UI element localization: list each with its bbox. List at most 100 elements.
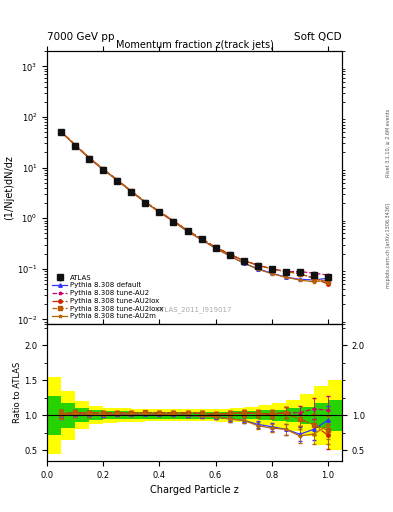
Pythia 8.308 tune-AU2 <box>283 268 288 274</box>
Y-axis label: Ratio to ATLAS: Ratio to ATLAS <box>13 362 22 423</box>
Line: Pythia 8.308 tune-AU2loxx: Pythia 8.308 tune-AU2loxx <box>59 130 330 284</box>
Pythia 8.308 default <box>73 142 77 148</box>
Pythia 8.308 tune-AU2lox <box>157 209 162 215</box>
Pythia 8.308 tune-AU2m <box>227 253 232 259</box>
Pythia 8.308 tune-AU2lox <box>171 218 176 224</box>
Pythia 8.308 default <box>241 260 246 266</box>
Pythia 8.308 tune-AU2m <box>298 277 302 283</box>
Title: Momentum fraction z(track jets): Momentum fraction z(track jets) <box>116 40 274 50</box>
Pythia 8.308 tune-AU2lox <box>312 275 316 281</box>
Pythia 8.308 tune-AU2loxx <box>101 166 106 172</box>
Pythia 8.308 tune-AU2loxx <box>325 279 330 285</box>
Text: mcplots.cern.ch [arXiv:1306.3436]: mcplots.cern.ch [arXiv:1306.3436] <box>386 203 391 288</box>
Pythia 8.308 tune-AU2 <box>157 208 162 215</box>
Pythia 8.308 tune-AU2lox <box>87 155 92 161</box>
Pythia 8.308 tune-AU2loxx <box>241 258 246 264</box>
Pythia 8.308 tune-AU2loxx <box>129 188 134 195</box>
Pythia 8.308 tune-AU2 <box>129 188 134 195</box>
Pythia 8.308 tune-AU2m <box>157 209 162 215</box>
Pythia 8.308 tune-AU2 <box>59 129 64 135</box>
Line: Pythia 8.308 tune-AU2: Pythia 8.308 tune-AU2 <box>59 130 330 277</box>
Pythia 8.308 tune-AU2m <box>59 129 64 135</box>
Pythia 8.308 default <box>129 188 134 195</box>
Pythia 8.308 tune-AU2m <box>325 277 330 283</box>
Pythia 8.308 default <box>171 219 176 225</box>
Pythia 8.308 tune-AU2loxx <box>227 251 232 257</box>
Pythia 8.308 default <box>157 209 162 215</box>
Pythia 8.308 tune-AU2lox <box>213 244 218 250</box>
Line: Pythia 8.308 default: Pythia 8.308 default <box>59 130 330 282</box>
Text: Soft QCD: Soft QCD <box>294 32 342 42</box>
Pythia 8.308 default <box>115 177 120 183</box>
Pythia 8.308 tune-AU2lox <box>185 227 190 233</box>
Pythia 8.308 default <box>143 199 148 205</box>
Pythia 8.308 tune-AU2m <box>283 274 288 281</box>
Pythia 8.308 tune-AU2m <box>269 271 274 277</box>
Pythia 8.308 default <box>325 275 330 281</box>
Line: Pythia 8.308 tune-AU2lox: Pythia 8.308 tune-AU2lox <box>59 130 330 286</box>
Pythia 8.308 tune-AU2lox <box>101 166 106 172</box>
Text: Rivet 3.1.10, ≥ 2.6M events: Rivet 3.1.10, ≥ 2.6M events <box>386 109 391 178</box>
Pythia 8.308 tune-AU2 <box>255 262 260 268</box>
Pythia 8.308 tune-AU2loxx <box>171 218 176 224</box>
Pythia 8.308 tune-AU2m <box>185 228 190 234</box>
Pythia 8.308 tune-AU2loxx <box>143 199 148 205</box>
Pythia 8.308 tune-AU2lox <box>227 251 232 257</box>
Pythia 8.308 default <box>283 274 288 281</box>
Pythia 8.308 tune-AU2 <box>171 218 176 224</box>
Pythia 8.308 tune-AU2 <box>87 155 92 161</box>
Pythia 8.308 default <box>213 245 218 251</box>
Pythia 8.308 tune-AU2loxx <box>59 129 64 135</box>
Pythia 8.308 default <box>59 129 64 135</box>
Pythia 8.308 default <box>185 228 190 234</box>
Pythia 8.308 tune-AU2 <box>298 268 302 274</box>
Pythia 8.308 tune-AU2loxx <box>213 244 218 250</box>
Pythia 8.308 tune-AU2loxx <box>255 262 260 268</box>
X-axis label: Charged Particle z: Charged Particle z <box>150 485 239 495</box>
Pythia 8.308 tune-AU2lox <box>73 142 77 148</box>
Pythia 8.308 default <box>87 155 92 161</box>
Pythia 8.308 tune-AU2loxx <box>185 227 190 233</box>
Pythia 8.308 tune-AU2lox <box>325 281 330 287</box>
Pythia 8.308 default <box>227 253 232 259</box>
Pythia 8.308 tune-AU2 <box>115 177 120 183</box>
Pythia 8.308 tune-AU2m <box>143 199 148 205</box>
Pythia 8.308 tune-AU2loxx <box>269 266 274 272</box>
Pythia 8.308 default <box>298 276 302 282</box>
Pythia 8.308 tune-AU2lox <box>241 258 246 264</box>
Pythia 8.308 tune-AU2lox <box>199 236 204 242</box>
Pythia 8.308 tune-AU2loxx <box>312 275 316 281</box>
Pythia 8.308 tune-AU2m <box>73 142 77 148</box>
Y-axis label: (1/Njet)dN/dz: (1/Njet)dN/dz <box>4 155 14 220</box>
Pythia 8.308 tune-AU2lox <box>269 266 274 272</box>
Pythia 8.308 tune-AU2m <box>115 177 120 183</box>
Pythia 8.308 tune-AU2lox <box>129 188 134 195</box>
Pythia 8.308 tune-AU2 <box>143 199 148 205</box>
Pythia 8.308 tune-AU2 <box>325 272 330 278</box>
Pythia 8.308 default <box>269 270 274 276</box>
Pythia 8.308 tune-AU2m <box>241 260 246 266</box>
Pythia 8.308 tune-AU2 <box>185 227 190 233</box>
Pythia 8.308 tune-AU2 <box>241 258 246 264</box>
Pythia 8.308 tune-AU2loxx <box>283 268 288 274</box>
Pythia 8.308 tune-AU2lox <box>283 268 288 274</box>
Pythia 8.308 default <box>312 277 316 283</box>
Pythia 8.308 tune-AU2lox <box>115 177 120 183</box>
Pythia 8.308 tune-AU2lox <box>255 262 260 268</box>
Pythia 8.308 default <box>255 266 260 272</box>
Pythia 8.308 tune-AU2lox <box>59 129 64 135</box>
Pythia 8.308 tune-AU2 <box>213 244 218 250</box>
Pythia 8.308 tune-AU2m <box>199 237 204 243</box>
Pythia 8.308 tune-AU2 <box>73 142 77 148</box>
Pythia 8.308 tune-AU2loxx <box>199 236 204 242</box>
Pythia 8.308 tune-AU2loxx <box>157 209 162 215</box>
Text: ATLAS_2011_I919017: ATLAS_2011_I919017 <box>157 307 232 313</box>
Pythia 8.308 tune-AU2 <box>312 270 316 276</box>
Pythia 8.308 tune-AU2 <box>227 251 232 257</box>
Pythia 8.308 tune-AU2m <box>129 188 134 195</box>
Legend: ATLAS, Pythia 8.308 default, Pythia 8.308 tune-AU2, Pythia 8.308 tune-AU2lox, Py: ATLAS, Pythia 8.308 default, Pythia 8.30… <box>51 273 165 321</box>
Pythia 8.308 default <box>199 237 204 243</box>
Pythia 8.308 tune-AU2m <box>87 155 92 161</box>
Pythia 8.308 tune-AU2 <box>269 266 274 272</box>
Pythia 8.308 tune-AU2lox <box>143 199 148 205</box>
